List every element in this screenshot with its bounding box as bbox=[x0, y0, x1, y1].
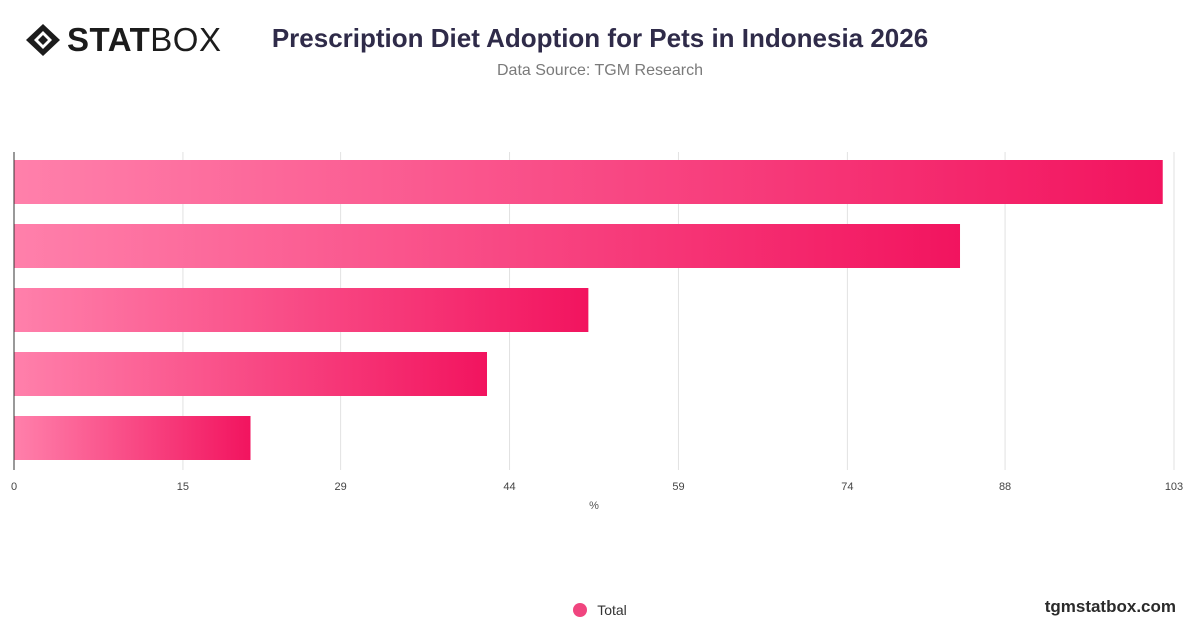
x-axis-ticks: 0 15 29 44 59 74 88 103 bbox=[11, 481, 1183, 493]
chart-subtitle: Data Source: TGM Research bbox=[496, 62, 703, 79]
bar[interactable] bbox=[14, 160, 1163, 204]
logo-bold-text: STAT bbox=[67, 21, 151, 58]
footer-site: tgmstatbox.com bbox=[1044, 597, 1176, 616]
bars bbox=[14, 160, 1163, 460]
x-tick-label: 15 bbox=[177, 481, 189, 493]
chart-title: Prescription Diet Adoption for Pets in I… bbox=[271, 23, 929, 53]
x-tick-label: 0 bbox=[11, 481, 17, 493]
bar-chart: 0 15 29 44 59 74 88 103 % bbox=[11, 152, 1183, 512]
bar[interactable] bbox=[14, 288, 589, 332]
x-tick-label: 74 bbox=[841, 481, 853, 493]
bar[interactable] bbox=[14, 416, 251, 460]
x-tick-label: 29 bbox=[334, 481, 346, 493]
legend-label-total: Total bbox=[597, 602, 627, 618]
logo-light-text: BOX bbox=[150, 21, 222, 58]
statbox-logo: STATBOX bbox=[25, 20, 221, 60]
legend-swatch bbox=[573, 603, 588, 617]
x-axis-label: % bbox=[589, 500, 599, 512]
bar[interactable] bbox=[14, 352, 488, 396]
x-tick-label: 59 bbox=[672, 481, 684, 493]
chart-legend[interactable]: Total bbox=[0, 602, 1200, 618]
x-tick-label: 88 bbox=[999, 481, 1011, 493]
bar[interactable] bbox=[14, 224, 961, 268]
diamond-logo-icon bbox=[26, 24, 60, 56]
logo-wordmark: STATBOX bbox=[67, 20, 221, 60]
x-tick-label: 103 bbox=[1165, 481, 1183, 493]
x-tick-label: 44 bbox=[503, 481, 515, 493]
